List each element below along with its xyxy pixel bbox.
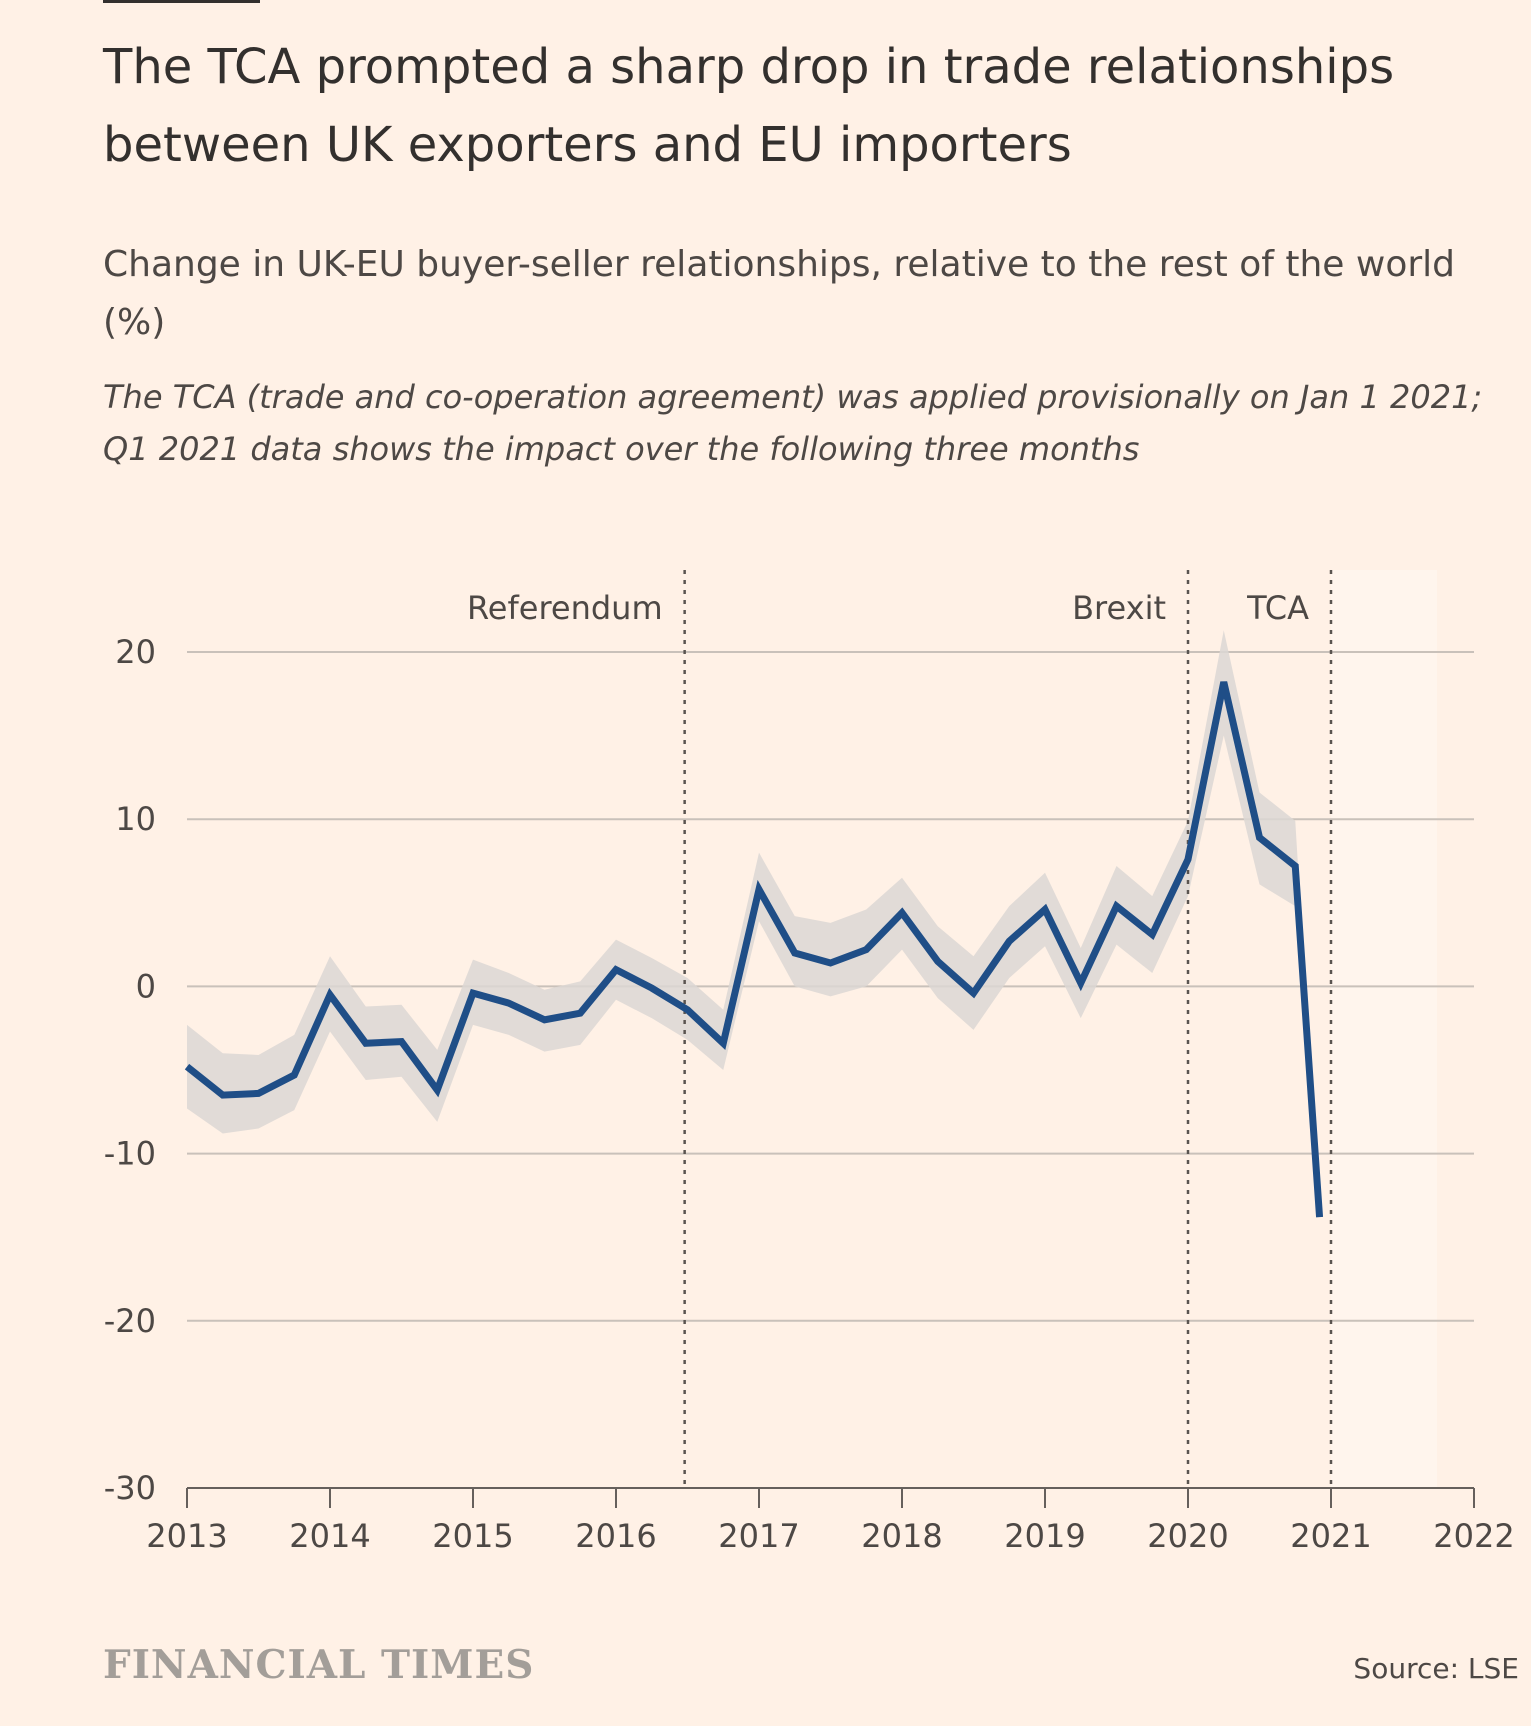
event-label: Referendum (467, 589, 663, 627)
x-tick-label: 2013 (146, 1517, 227, 1555)
post-tca-shade (1331, 570, 1437, 1488)
x-tick-label: 2015 (432, 1517, 513, 1555)
chart-subtitle: Change in UK-EU buyer-seller relationshi… (103, 244, 1456, 343)
y-tick-label: -10 (104, 1135, 156, 1173)
chart-note: The TCA (trade and co-operation agreemen… (103, 378, 1483, 468)
x-tick-label: 2022 (1433, 1517, 1514, 1555)
event-label: TCA (1246, 589, 1309, 627)
x-tick-label: 2014 (289, 1517, 370, 1555)
y-tick-label: -30 (104, 1469, 156, 1507)
event-label: Brexit (1072, 589, 1166, 627)
y-tick-label: -20 (104, 1302, 156, 1340)
x-tick-label: 2016 (575, 1517, 656, 1555)
x-tick-label: 2018 (861, 1517, 942, 1555)
source-note: Source: LSE (1353, 1652, 1519, 1685)
x-tick-label: 2017 (718, 1517, 799, 1555)
y-tick-label: 10 (115, 800, 156, 838)
y-tick-label: 0 (136, 967, 156, 1005)
x-tick-label: 2020 (1147, 1517, 1228, 1555)
chart-title: The TCA prompted a sharp drop in trade r… (103, 39, 1395, 173)
ft-logo: FINANCIAL TIMES (103, 1642, 535, 1688)
top-rule (103, 0, 260, 3)
series-line (184, 681, 1324, 1218)
x-tick-label: 2019 (1004, 1517, 1085, 1555)
y-tick-label: 20 (115, 633, 156, 671)
x-tick-label: 2021 (1290, 1517, 1371, 1555)
